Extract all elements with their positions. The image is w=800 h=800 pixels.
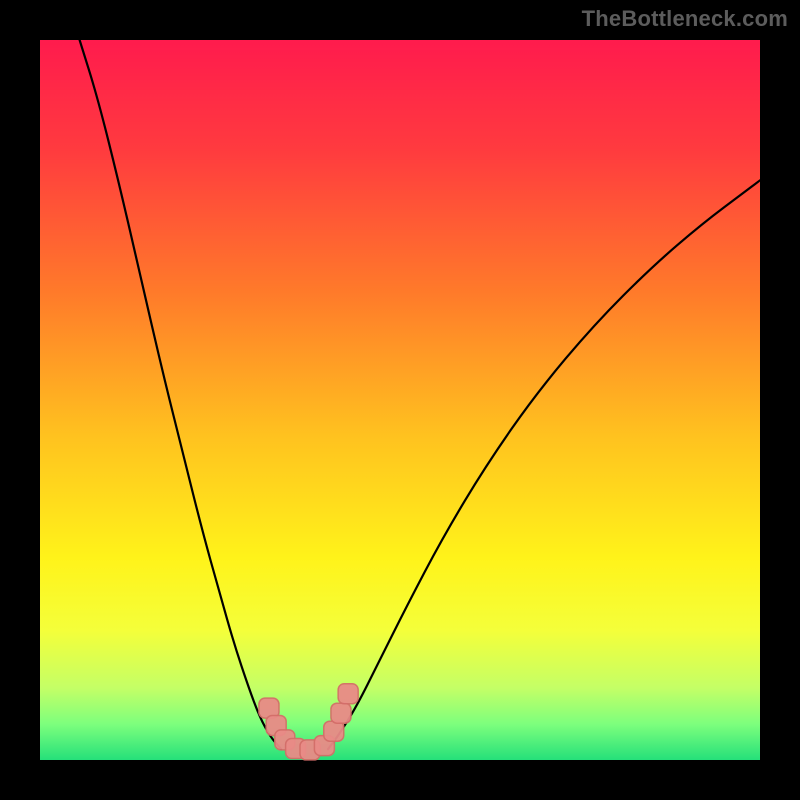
marker-point [331,703,351,723]
bottleneck-curve-chart [0,0,800,800]
marker-point [324,721,344,741]
plot-background [40,40,760,760]
chart-canvas: TheBottleneck.com [0,0,800,800]
marker-point [338,684,358,704]
watermark-text: TheBottleneck.com [582,6,788,32]
